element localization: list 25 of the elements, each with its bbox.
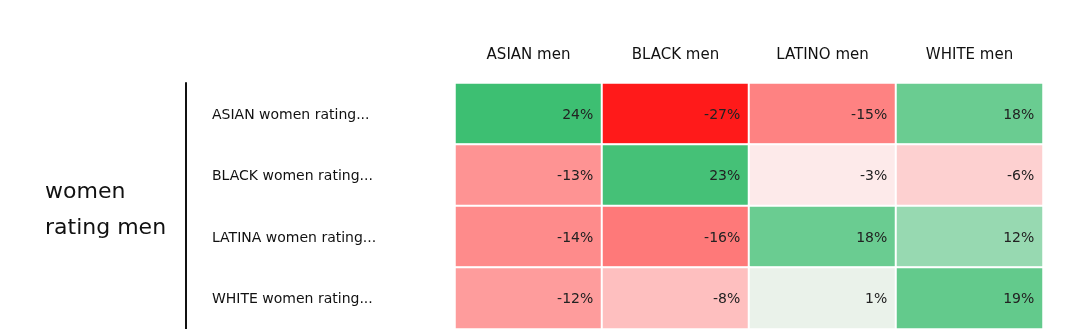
y-axis-title: women rating men bbox=[45, 177, 167, 239]
data-label: -15% bbox=[851, 105, 888, 122]
data-label: -3% bbox=[859, 167, 888, 184]
x-tick-label: LATINO men bbox=[776, 44, 869, 63]
x-tick-label: ASIAN men bbox=[486, 44, 571, 63]
data-label: 19% bbox=[1003, 290, 1035, 307]
data-label: -14% bbox=[557, 228, 594, 245]
x-tick-label: WHITE men bbox=[925, 44, 1014, 63]
data-label: 1% bbox=[865, 290, 888, 307]
data-label: -27% bbox=[704, 105, 741, 122]
y-tick-label: WHITE women rating... bbox=[212, 290, 373, 307]
data-label: -13% bbox=[557, 167, 594, 184]
data-label: -16% bbox=[704, 228, 741, 245]
data-label: 12% bbox=[1003, 228, 1035, 245]
y-tick-label: LATINA women rating... bbox=[212, 228, 377, 245]
data-label: -6% bbox=[1006, 167, 1035, 184]
data-label: -8% bbox=[712, 290, 741, 307]
data-label: 24% bbox=[562, 105, 594, 122]
data-label: 18% bbox=[856, 228, 888, 245]
x-tick-label: BLACK men bbox=[631, 44, 720, 63]
data-label: -12% bbox=[557, 290, 594, 307]
y-tick-label: ASIAN women rating... bbox=[212, 105, 370, 122]
y-tick-label: BLACK women rating... bbox=[212, 167, 373, 184]
data-label: 18% bbox=[1003, 105, 1035, 122]
data-label: 23% bbox=[709, 167, 741, 184]
